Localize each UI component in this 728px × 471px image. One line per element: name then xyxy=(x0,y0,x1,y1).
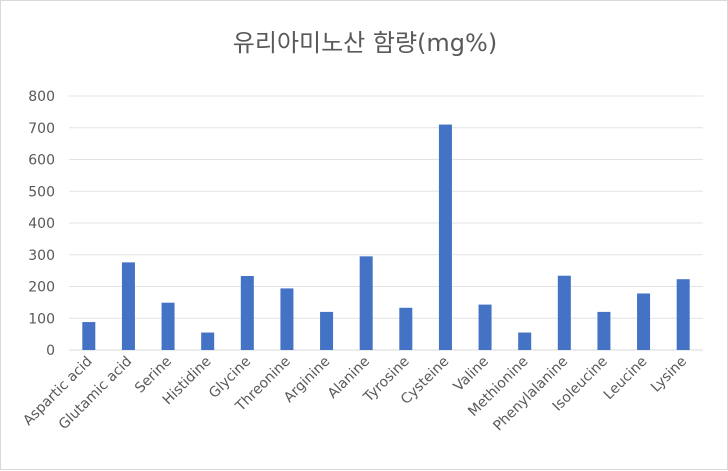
bar-serine xyxy=(161,302,175,350)
bar-cysteine xyxy=(438,124,452,350)
x-tick-label: Lysine xyxy=(648,354,690,396)
bar-glycine xyxy=(240,276,254,350)
x-tick-label: Glutamic acid xyxy=(56,354,135,433)
bar-lysine xyxy=(676,279,690,350)
bar-alanine xyxy=(359,256,373,350)
y-tick-label: 300 xyxy=(28,248,55,264)
y-tick-label: 200 xyxy=(28,280,55,296)
y-tick-label: 600 xyxy=(28,153,55,169)
y-tick-label: 800 xyxy=(28,89,55,105)
bar-leucine xyxy=(637,293,651,350)
y-tick-label: 100 xyxy=(28,311,55,327)
y-tick-label: 500 xyxy=(28,184,55,200)
bar-isoleucine xyxy=(597,311,611,350)
bar-histidine xyxy=(201,332,215,350)
chart-title: 유리아미노산 함량(mg%) xyxy=(233,29,497,57)
bars xyxy=(82,124,690,350)
bar-threonine xyxy=(280,288,294,350)
bar-methionine xyxy=(518,332,532,350)
bar-arginine xyxy=(320,311,334,350)
x-tick-label: Aspartic acid xyxy=(20,354,95,429)
gridlines xyxy=(69,95,703,351)
x-tick-label: Leucine xyxy=(601,354,651,404)
y-tick-label: 0 xyxy=(46,343,55,359)
y-tick-label: 400 xyxy=(28,216,55,232)
y-axis-ticks: 0 100 200 300 400 500 600 700 800 xyxy=(28,89,55,359)
y-tick-label: 700 xyxy=(28,121,55,137)
bar-aspartic-acid xyxy=(82,322,96,350)
bar-phenylalanine xyxy=(557,275,571,350)
bar-glutamic-acid xyxy=(121,262,135,350)
bar-valine xyxy=(478,304,492,350)
bar-tyrosine xyxy=(399,307,413,350)
